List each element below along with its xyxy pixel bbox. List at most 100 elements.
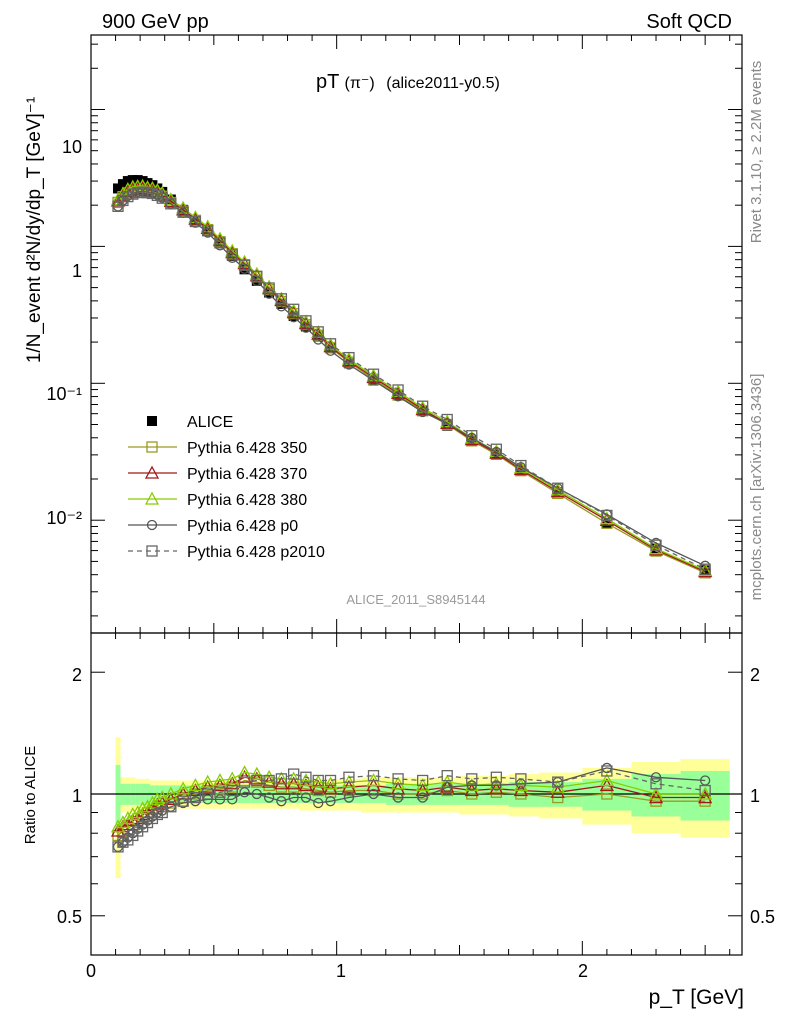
series-4-ratio-point [263,792,275,803]
bottom-ytick-right-1: 1 [750,786,760,806]
series-2-ratio-point [648,790,664,804]
series-5-point [392,384,404,396]
series-5-ratio-point [552,776,564,788]
series-3-ratio-point [140,799,155,813]
legend-label-4: Pythia 6.428 p0 [187,518,298,535]
series-1-ratio-point [601,788,613,800]
legend-label-1: Pythia 6.428 350 [187,440,307,457]
series-4-ratio-point [368,788,379,800]
series-4-point [343,359,355,370]
plot-title-paren: (π⁻) [345,75,375,92]
series-5-ratio-point [392,773,404,785]
upper-panel-series [110,175,713,579]
ratio-panel-frame [90,632,743,956]
legend-label-0: ALICE [187,414,233,431]
plot-title-main: pT [316,71,339,93]
legend-marker-4 [146,519,158,531]
series-4-point [392,391,404,402]
alice-data-point [343,358,354,369]
plot-title-tag: (alice2011-y0.5) [386,75,500,92]
legend-marker-5 [146,545,158,557]
y-axis-label-bottom: Ratio to ALICE [22,746,39,844]
series-5-ratio-point [177,795,189,807]
series-5-ratio-point [202,788,214,800]
series-4-point [368,375,379,386]
alice-data-point [442,420,453,431]
series-5-ratio-point [300,771,312,783]
legend-label-2: Pythia 6.428 370 [187,466,307,483]
series-5-line [117,191,706,570]
series-3-ratio-point [150,791,165,806]
series-3-ratio-point [145,795,160,809]
series-4-ratio-point [227,794,238,805]
series-5-point [263,282,275,294]
series-4-point [300,322,312,333]
series-5-point [156,192,168,204]
band_green-segment [115,764,121,829]
series-3-ratio-point [513,778,529,792]
series-5-ratio-point [367,770,380,782]
series-5-point [343,351,355,364]
series-4-ratio-point [300,792,312,803]
series-3-ratio-point [489,776,504,790]
series-5-ratio-point [238,776,251,788]
alice-data-point [202,225,213,236]
series-5-ratio-point [156,806,168,819]
legend-label-5: Pythia 6.428 p2010 [187,544,325,561]
bottom-ytick-label-0.5: 0.5 [57,907,82,927]
series-3-point [249,266,264,280]
series-3-point [286,303,301,317]
series-5-ratio-point [490,771,502,783]
series-5-point [251,270,263,282]
series-5-ratio-point [416,774,429,787]
series-4-point [276,301,287,312]
series-3-point [237,254,252,268]
series-5-ratio-point [275,773,288,785]
series-5-point [312,326,324,338]
series-3-ratio-point [698,786,713,800]
series-5-point [466,430,478,442]
series-4-ratio-point [392,792,404,803]
series-5-ratio-point [263,774,275,787]
series-3-ratio-point [188,778,203,792]
series-3-point [648,541,664,555]
series-4-ratio-point [417,792,428,803]
series-5-point [238,259,251,271]
series-5-point [275,293,288,305]
series-4-ratio-point [251,788,262,800]
series-5-point [416,400,429,412]
ratio-panel-ticks [90,35,742,955]
series-5-ratio-point [189,791,202,804]
header-left: 900 GeV pp [102,11,209,33]
series-3-ratio-point [648,786,664,800]
series-5-point [490,443,502,455]
series-5-ratio-point [312,774,324,787]
series-4-ratio-point [325,796,336,807]
series-3-ratio-point [249,766,264,780]
series-3-ratio-point [262,769,277,783]
series-4-ratio-point [466,780,477,791]
xtick-label-0: 0 [86,961,96,981]
series-4-ratio-point [276,796,287,807]
series-2-ratio-point [249,771,264,785]
series-4-point [313,334,324,345]
rivet-version: Rivet 3.1.10, ≥ 2.2M events [748,61,765,244]
series-5-point [441,413,453,426]
series-3-ratio-point [323,776,338,790]
series-3-point [513,460,529,474]
series-3-point [323,337,338,351]
series-2-ratio-point [698,790,713,804]
legend: ALICE Pythia 6.428 350 Pythia 6.428 370 Pyt… [128,414,325,561]
legend-marker-3 [144,491,160,505]
series-5-point [165,198,177,210]
legend-marker-1 [146,441,158,453]
top-ytick-label-10: 10 [62,137,82,157]
series-5-ratio-point [515,773,527,785]
series-5-ratio-point [601,765,613,777]
series-5-point [552,482,564,494]
mcplots-credit: mcplots.cern.ch [arXiv:1306.3436] [748,374,765,601]
series-3-ratio-point [225,771,240,785]
series-4-line [117,190,706,567]
series-3-ratio-point [212,773,228,787]
